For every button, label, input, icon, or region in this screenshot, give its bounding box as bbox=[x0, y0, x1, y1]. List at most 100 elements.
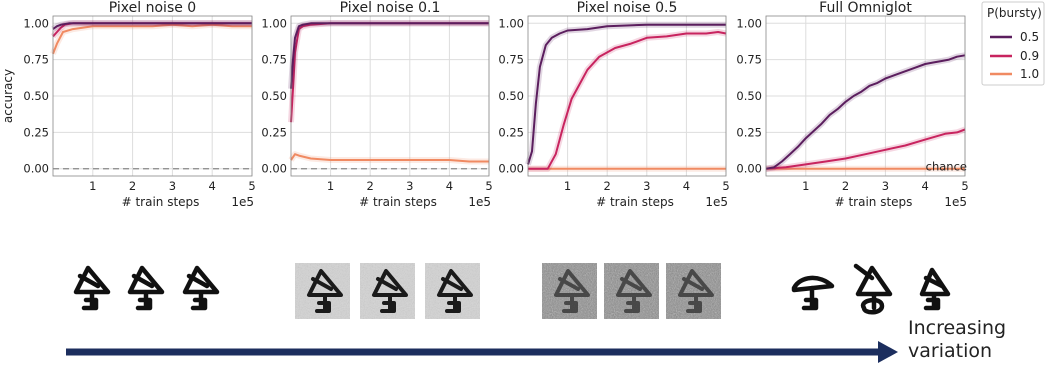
chart-panel: Pixel noise 0.5 0.00 0.25 0.50 0.75 1.00 1 2 3 4 5… bbox=[498, 0, 729, 209]
x-tick-label: 4 bbox=[922, 179, 929, 193]
y-tick-label: 1.00 bbox=[736, 16, 762, 30]
y-tick-label: 0.50 bbox=[736, 89, 762, 103]
x-tick-label: 4 bbox=[446, 179, 453, 193]
y-tick-label: 0.75 bbox=[261, 53, 287, 67]
y-tick-label: 0.75 bbox=[736, 53, 762, 67]
character-glyph bbox=[919, 267, 951, 311]
y-tick-label: 1.00 bbox=[498, 16, 524, 30]
plot-frame bbox=[765, 15, 966, 177]
chart-panel: Pixel noise 0 0.00 0.25 0.50 0.75 1.00 1 2 3 4 5 # … bbox=[1, 0, 256, 209]
x-tick-label: 3 bbox=[643, 179, 650, 193]
legend-label-1.0: 1.0 bbox=[1020, 67, 1039, 81]
series-line-0.9 bbox=[528, 31, 727, 170]
x-tick-label: 4 bbox=[683, 179, 690, 193]
panel-title: Pixel noise 0.1 bbox=[340, 0, 441, 16]
y-tick-label: 0.00 bbox=[736, 162, 762, 176]
series-line-0.9 bbox=[765, 128, 966, 170]
x-tick-label: 5 bbox=[485, 179, 492, 193]
series-line-0.9 bbox=[290, 22, 489, 123]
chart-panel: Pixel noise 0.1 0.00 0.25 0.50 0.75 1.00 1 2 3 4 5… bbox=[261, 0, 492, 209]
series-line-0.5 bbox=[765, 54, 966, 170]
character-glyph bbox=[791, 275, 835, 311]
y-axis-label: accuracy bbox=[1, 69, 15, 123]
plot-frame bbox=[527, 15, 727, 177]
chance-label: chance bbox=[926, 160, 967, 174]
y-tick-label: 0.25 bbox=[498, 125, 524, 139]
light-noise-characters bbox=[295, 263, 480, 319]
noisy-character-tile bbox=[542, 263, 597, 319]
x-tick-label: 3 bbox=[882, 179, 889, 193]
arrow-head bbox=[878, 341, 898, 363]
legend-label-0.5: 0.5 bbox=[1020, 30, 1039, 44]
caption-line-2: variation bbox=[908, 340, 993, 362]
series-line-1.0 bbox=[290, 153, 489, 163]
y-tick-label: 0.00 bbox=[498, 162, 524, 176]
x-tick-label: 4 bbox=[209, 179, 216, 193]
y-tick-label: 0.50 bbox=[498, 89, 524, 103]
heavy-noise-characters bbox=[542, 263, 721, 319]
panel-title: Pixel noise 0 bbox=[109, 0, 196, 16]
x-tick-label: 2 bbox=[367, 179, 374, 193]
noisy-character-tile bbox=[666, 263, 721, 319]
y-tick-label: 0.50 bbox=[23, 89, 49, 103]
series-line-0.5 bbox=[290, 22, 489, 89]
example-characters bbox=[73, 263, 951, 319]
caption-line-1: Increasing bbox=[908, 317, 1007, 339]
series-line-1.0 bbox=[52, 23, 252, 55]
x-axis-label: # train steps bbox=[835, 195, 913, 209]
clean-characters bbox=[73, 265, 220, 311]
x-tick-label: 2 bbox=[129, 179, 136, 193]
x-tick-label: 5 bbox=[722, 179, 729, 193]
chart-panels: Pixel noise 0 0.00 0.25 0.50 0.75 1.00 1 2 3 4 5 # … bbox=[1, 0, 969, 209]
x-tick-label: 2 bbox=[604, 179, 611, 193]
noisy-character-tile bbox=[295, 263, 350, 319]
y-tick-label: 0.75 bbox=[23, 53, 49, 67]
y-tick-label: 0.00 bbox=[261, 162, 287, 176]
series-band-1.0 bbox=[50, 21, 252, 55]
noisy-character-tile bbox=[604, 263, 659, 319]
x-tick-label: 1 bbox=[564, 179, 571, 193]
x-axis-label: # train steps bbox=[359, 195, 437, 209]
x-offset-label: 1e5 bbox=[468, 195, 491, 209]
plot-frame bbox=[290, 15, 490, 177]
y-tick-label: 0.25 bbox=[736, 125, 762, 139]
x-tick-label: 1 bbox=[327, 179, 334, 193]
variation-arrow bbox=[66, 341, 898, 363]
y-tick-label: 0.25 bbox=[23, 125, 49, 139]
legend: P(bursty) 0.5 0.9 1.0 bbox=[981, 1, 1045, 86]
x-offset-label: 1e5 bbox=[231, 195, 254, 209]
x-tick-label: 5 bbox=[248, 179, 255, 193]
noisy-character-tile bbox=[360, 263, 415, 319]
series-line-0.5 bbox=[52, 22, 252, 30]
x-tick-label: 1 bbox=[802, 179, 809, 193]
character-glyph bbox=[73, 265, 111, 311]
chart-panel: Full Omniglot 0.00 0.25 0.50 0.75 1.00 1 2 3 4 5 # … bbox=[736, 0, 968, 209]
character-glyph bbox=[127, 265, 165, 311]
x-offset-label: 1e5 bbox=[705, 195, 728, 209]
x-axis-label: # train steps bbox=[122, 195, 200, 209]
series-band-0.9 bbox=[288, 20, 489, 123]
legend-box bbox=[981, 1, 1045, 86]
x-tick-label: 3 bbox=[169, 179, 176, 193]
panel-title: Pixel noise 0.5 bbox=[577, 0, 678, 16]
character-glyph bbox=[182, 265, 220, 311]
x-axis-label: # train steps bbox=[596, 195, 674, 209]
series-line-0.5 bbox=[527, 23, 726, 165]
variation-caption: Increasing variation bbox=[908, 317, 1006, 363]
y-tick-label: 1.00 bbox=[23, 16, 49, 30]
x-offset-label: 1e5 bbox=[944, 195, 967, 209]
noisy-character-tile bbox=[425, 263, 480, 319]
y-tick-label: 0.75 bbox=[498, 53, 524, 67]
x-tick-label: 5 bbox=[961, 179, 968, 193]
varied-characters bbox=[791, 263, 951, 315]
y-tick-label: 0.00 bbox=[23, 162, 49, 176]
x-tick-label: 2 bbox=[842, 179, 849, 193]
x-tick-label: 1 bbox=[89, 179, 96, 193]
y-tick-label: 0.50 bbox=[261, 89, 287, 103]
y-tick-label: 0.25 bbox=[261, 125, 287, 139]
series-band-0.5 bbox=[288, 20, 489, 89]
legend-label-0.9: 0.9 bbox=[1020, 49, 1039, 63]
panel-title: Full Omniglot bbox=[819, 0, 912, 16]
plot-frame bbox=[52, 15, 253, 177]
